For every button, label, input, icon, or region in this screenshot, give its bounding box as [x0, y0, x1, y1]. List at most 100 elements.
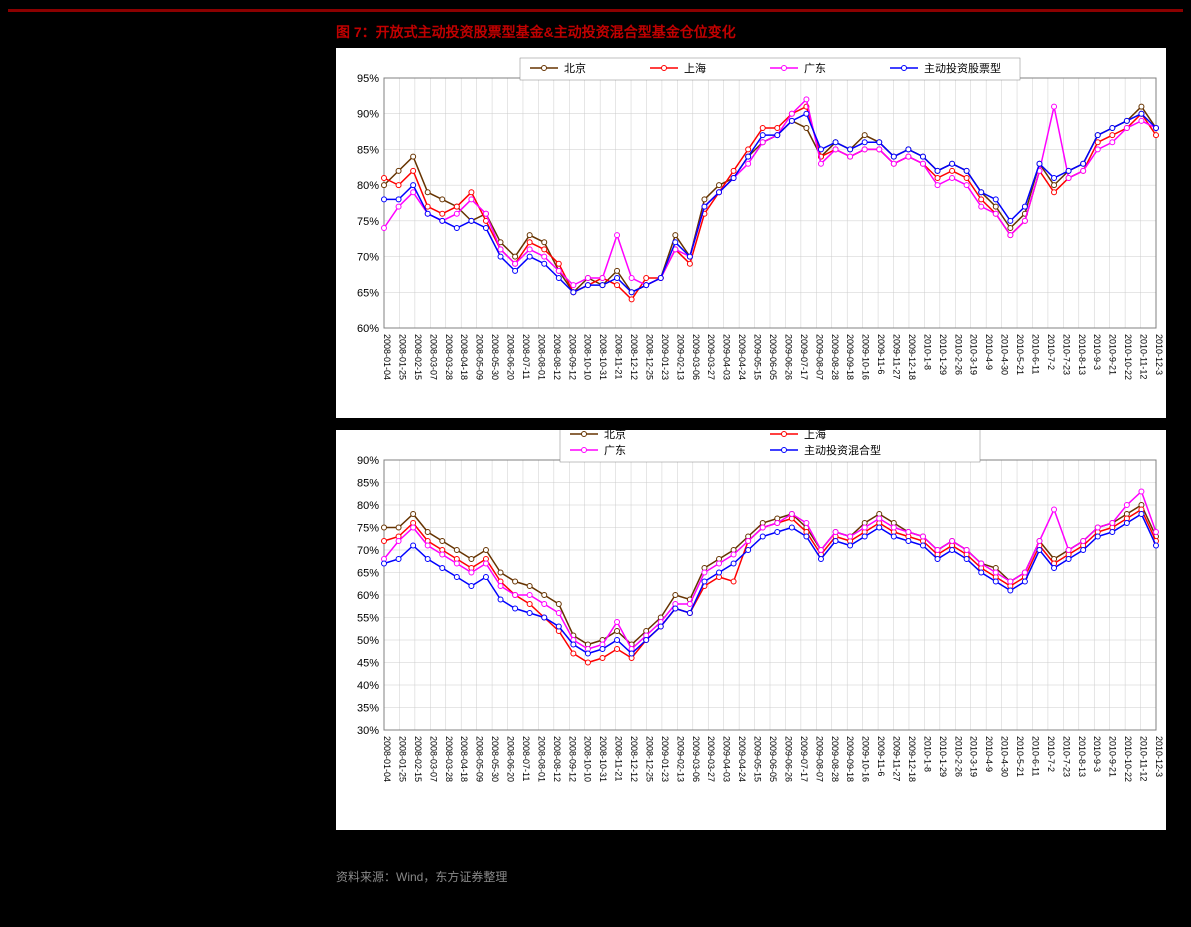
svg-text:2008-11-21: 2008-11-21 — [614, 334, 624, 379]
svg-text:2009-08-07: 2009-08-07 — [814, 334, 824, 380]
svg-text:2008-05-30: 2008-05-30 — [490, 334, 500, 380]
svg-text:2008-12-25: 2008-12-25 — [644, 334, 654, 380]
svg-text:65%: 65% — [357, 568, 379, 580]
svg-text:85%: 85% — [357, 144, 379, 156]
svg-text:70%: 70% — [357, 545, 379, 557]
svg-text:85%: 85% — [357, 478, 379, 490]
source-note: 资料来源：Wind，东方证券整理 — [336, 868, 507, 885]
header-rule — [8, 9, 1183, 12]
svg-text:80%: 80% — [357, 180, 379, 192]
svg-text:60%: 60% — [357, 590, 379, 602]
svg-text:2009-06-26: 2009-06-26 — [783, 736, 793, 782]
svg-text:2009-11-27: 2009-11-27 — [892, 736, 902, 781]
chart-mixed-funds: 30%35%40%45%50%55%60%65%70%75%80%85%90%2… — [336, 430, 1166, 830]
svg-text:2008-03-28: 2008-03-28 — [444, 736, 454, 782]
svg-text:90%: 90% — [357, 455, 379, 467]
svg-text:2009-08-28: 2009-08-28 — [830, 334, 840, 380]
svg-text:2008-06-20: 2008-06-20 — [506, 736, 516, 782]
svg-text:上海: 上海 — [804, 430, 826, 441]
svg-text:2009-02-13: 2009-02-13 — [675, 736, 685, 782]
svg-text:2010-9-3: 2010-9-3 — [1092, 736, 1102, 772]
svg-text:2010-7-2: 2010-7-2 — [1046, 736, 1056, 772]
svg-text:2008-10-31: 2008-10-31 — [598, 334, 608, 380]
svg-text:2009-11-6: 2009-11-6 — [876, 334, 886, 374]
svg-text:2008-04-18: 2008-04-18 — [459, 736, 469, 782]
svg-text:2009-05-15: 2009-05-15 — [753, 334, 763, 380]
svg-text:90%: 90% — [357, 109, 379, 121]
svg-text:2008-08-01: 2008-08-01 — [536, 334, 546, 380]
svg-text:2008-02-15: 2008-02-15 — [413, 334, 423, 380]
svg-text:2010-11-12: 2010-11-12 — [1139, 334, 1149, 379]
svg-text:2010-4-9: 2010-4-9 — [984, 736, 994, 772]
svg-text:2009-04-03: 2009-04-03 — [722, 334, 732, 380]
svg-text:2010-1-29: 2010-1-29 — [938, 334, 948, 375]
svg-text:2010-9-21: 2010-9-21 — [1108, 334, 1118, 375]
svg-text:2009-05-15: 2009-05-15 — [753, 736, 763, 782]
svg-text:95%: 95% — [357, 73, 379, 85]
svg-text:2008-12-12: 2008-12-12 — [629, 736, 639, 782]
svg-text:2008-11-21: 2008-11-21 — [614, 736, 624, 781]
svg-text:2009-02-13: 2009-02-13 — [675, 334, 685, 380]
svg-text:2009-09-18: 2009-09-18 — [845, 736, 855, 782]
svg-text:2010-6-11: 2010-6-11 — [1030, 334, 1040, 374]
svg-text:2008-12-25: 2008-12-25 — [644, 736, 654, 782]
svg-text:广东: 广东 — [604, 444, 626, 457]
svg-text:65%: 65% — [357, 287, 379, 299]
svg-text:2010-3-19: 2010-3-19 — [969, 736, 979, 777]
svg-text:2010-1-29: 2010-1-29 — [938, 736, 948, 777]
svg-text:2008-08-01: 2008-08-01 — [536, 736, 546, 782]
svg-text:2008-01-04: 2008-01-04 — [382, 334, 392, 380]
svg-text:2008-06-20: 2008-06-20 — [506, 334, 516, 380]
svg-text:2008-12-12: 2008-12-12 — [629, 334, 639, 380]
svg-text:2010-8-13: 2010-8-13 — [1077, 736, 1087, 777]
svg-text:2009-06-26: 2009-06-26 — [783, 334, 793, 380]
svg-text:2009-11-6: 2009-11-6 — [876, 736, 886, 776]
svg-text:2008-10-10: 2008-10-10 — [583, 736, 593, 782]
svg-text:2009-04-24: 2009-04-24 — [737, 736, 747, 782]
svg-text:2009-10-16: 2009-10-16 — [861, 334, 871, 380]
svg-text:2009-07-17: 2009-07-17 — [799, 334, 809, 380]
svg-text:2009-09-18: 2009-09-18 — [845, 334, 855, 380]
svg-text:主动投资混合型: 主动投资混合型 — [804, 443, 881, 457]
svg-text:2009-08-07: 2009-08-07 — [814, 736, 824, 782]
svg-text:55%: 55% — [357, 613, 379, 625]
svg-text:2008-10-10: 2008-10-10 — [583, 334, 593, 380]
svg-text:北京: 北京 — [564, 61, 586, 75]
svg-text:2010-11-12: 2010-11-12 — [1139, 736, 1149, 781]
svg-text:70%: 70% — [357, 252, 379, 264]
svg-text:2008-05-09: 2008-05-09 — [475, 334, 485, 380]
svg-text:2008-03-07: 2008-03-07 — [428, 334, 438, 380]
svg-text:2010-5-21: 2010-5-21 — [1015, 334, 1025, 375]
svg-text:50%: 50% — [357, 635, 379, 647]
svg-text:75%: 75% — [357, 216, 379, 228]
svg-text:2009-04-24: 2009-04-24 — [737, 334, 747, 380]
svg-text:2008-05-09: 2008-05-09 — [475, 736, 485, 782]
svg-text:2010-6-11: 2010-6-11 — [1030, 736, 1040, 776]
svg-text:2009-11-27: 2009-11-27 — [892, 334, 902, 379]
svg-text:2010-9-3: 2010-9-3 — [1092, 334, 1102, 370]
svg-text:2010-7-23: 2010-7-23 — [1061, 736, 1071, 777]
chart-equity-funds: 60% 65% 70% 75% 80% 85% 90% 95% 2008-01-04 2008-0… — [336, 48, 1166, 418]
svg-text:2008-01-25: 2008-01-25 — [397, 334, 407, 380]
svg-text:2009-03-06: 2009-03-06 — [691, 334, 701, 380]
svg-text:2010-10-22: 2010-10-22 — [1123, 736, 1133, 782]
svg-text:2009-12-18: 2009-12-18 — [907, 334, 917, 380]
svg-text:80%: 80% — [357, 500, 379, 512]
svg-text:2008-07-11: 2008-07-11 — [521, 736, 531, 781]
svg-text:2010-9-21: 2010-9-21 — [1108, 736, 1118, 777]
svg-text:2010-4-30: 2010-4-30 — [1000, 736, 1010, 777]
svg-text:2009-01-23: 2009-01-23 — [660, 736, 670, 782]
svg-text:广东: 广东 — [804, 62, 826, 75]
svg-text:上海: 上海 — [684, 61, 706, 75]
svg-text:2009-01-23: 2009-01-23 — [660, 334, 670, 380]
svg-text:2008-04-18: 2008-04-18 — [459, 334, 469, 380]
svg-text:2008-09-12: 2008-09-12 — [567, 334, 577, 380]
svg-text:2009-03-27: 2009-03-27 — [706, 736, 716, 782]
svg-text:2010-2-26: 2010-2-26 — [953, 736, 963, 777]
svg-text:北京: 北京 — [604, 430, 626, 441]
svg-text:2010-10-22: 2010-10-22 — [1123, 334, 1133, 380]
svg-text:2008-02-15: 2008-02-15 — [413, 736, 423, 782]
svg-text:2010-4-9: 2010-4-9 — [984, 334, 994, 370]
svg-text:60%: 60% — [357, 323, 379, 335]
svg-text:2009-10-16: 2009-10-16 — [861, 736, 871, 782]
